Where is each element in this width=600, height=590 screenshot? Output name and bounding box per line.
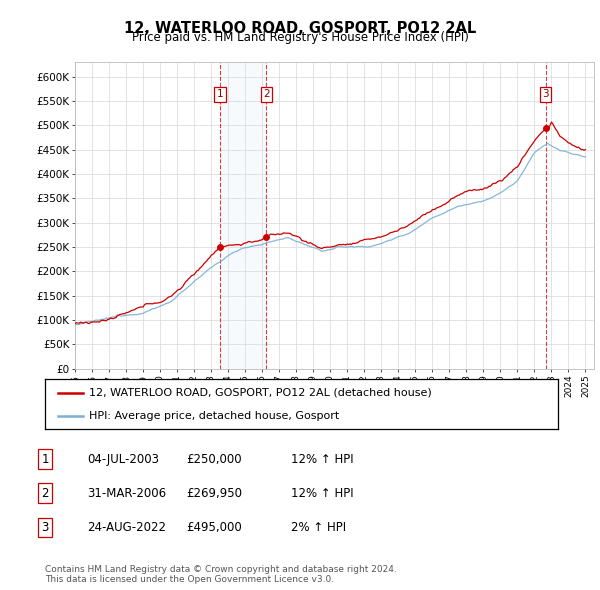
Text: 31-MAR-2006: 31-MAR-2006 [87,487,166,500]
Text: Contains HM Land Registry data © Crown copyright and database right 2024.
This d: Contains HM Land Registry data © Crown c… [45,565,397,584]
Text: £495,000: £495,000 [186,521,242,534]
Text: 3: 3 [542,89,549,99]
Text: 3: 3 [41,521,49,534]
Text: £269,950: £269,950 [186,487,242,500]
Text: 1: 1 [217,89,223,99]
Text: Price paid vs. HM Land Registry's House Price Index (HPI): Price paid vs. HM Land Registry's House … [131,31,469,44]
Text: 1: 1 [41,453,49,466]
Text: £250,000: £250,000 [186,453,242,466]
Text: 2: 2 [41,487,49,500]
Text: 24-AUG-2022: 24-AUG-2022 [87,521,166,534]
Text: 04-JUL-2003: 04-JUL-2003 [87,453,159,466]
Text: 2: 2 [263,89,270,99]
Text: 12% ↑ HPI: 12% ↑ HPI [291,453,353,466]
Bar [220,62,266,369]
Text: HPI: Average price, detached house, Gosport: HPI: Average price, detached house, Gosp… [89,411,339,421]
Text: 12, WATERLOO ROAD, GOSPORT, PO12 2AL (detached house): 12, WATERLOO ROAD, GOSPORT, PO12 2AL (de… [89,388,431,398]
Text: 2% ↑ HPI: 2% ↑ HPI [291,521,346,534]
Text: 12% ↑ HPI: 12% ↑ HPI [291,487,353,500]
Text: 12, WATERLOO ROAD, GOSPORT, PO12 2AL: 12, WATERLOO ROAD, GOSPORT, PO12 2AL [124,21,476,35]
